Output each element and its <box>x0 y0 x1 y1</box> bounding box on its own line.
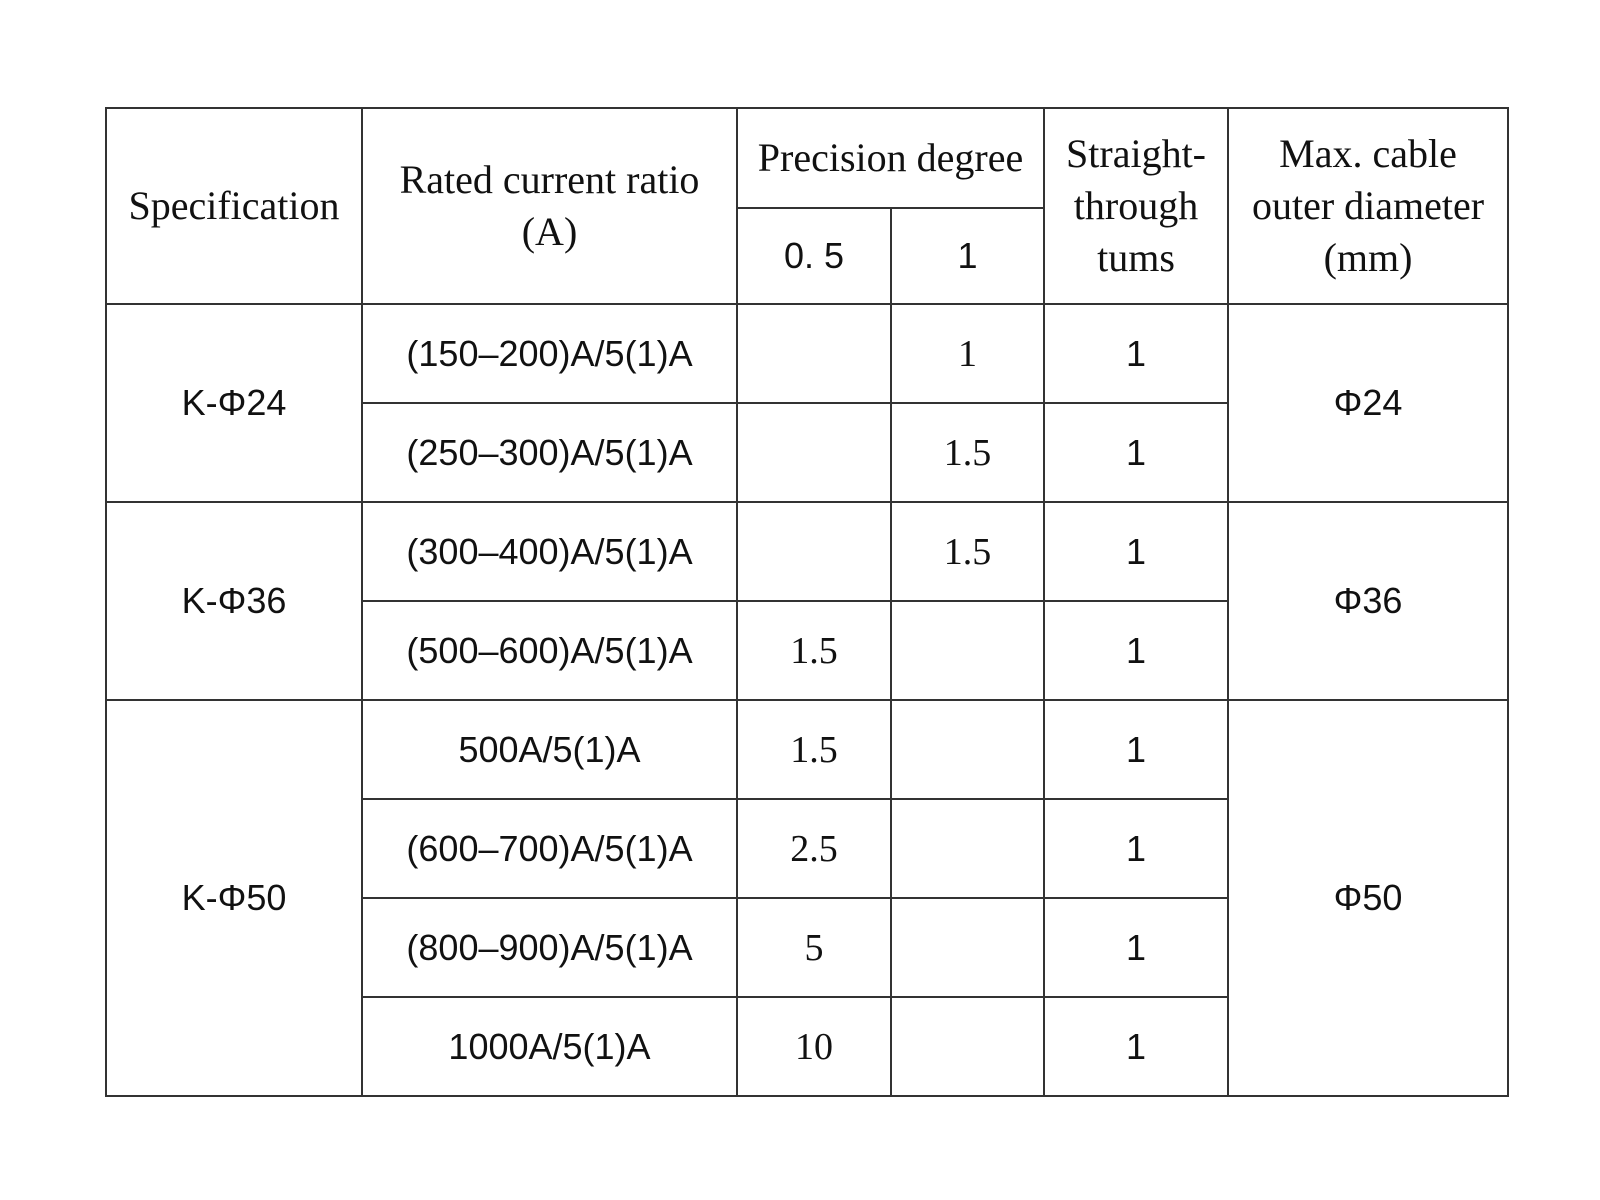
table-row: (800–900)A/5(1)A 5 1 <box>106 897 1508 998</box>
precision-cell <box>889 897 1046 998</box>
precision-cell <box>736 501 892 602</box>
header-cell: 1 <box>889 207 1046 305</box>
header-cell: Specification <box>105 107 363 305</box>
header-cell: Straight-through tums <box>1043 107 1230 305</box>
specification-cell: K-Φ36 <box>105 501 363 701</box>
ratio-cell: (800–900)A/5(1)A <box>361 897 738 998</box>
precision-cell: 1.5 <box>889 501 1046 602</box>
precision-cell: 10 <box>736 996 892 1097</box>
table-body: K-Φ24 (150–200)A/5(1)A 1 1 Φ24 (250–300)A/5(1… <box>105 303 1510 1097</box>
ratio-cell: (600–700)A/5(1)A <box>361 798 738 899</box>
turns-cell: 1 <box>1043 798 1230 899</box>
turns-cell: 1 <box>1043 897 1230 998</box>
turns-cell: 1 <box>1043 402 1230 503</box>
header-text: Straight-through tums <box>1066 131 1206 280</box>
precision-cell <box>736 303 892 404</box>
table-row: 1000A/5(1)A 10 1 <box>106 996 1508 1097</box>
table-row: (500–600)A/5(1)A 1.5 1 <box>106 600 1508 701</box>
table-row: K-Φ24 (150–200)A/5(1)A 1 1 Φ24 <box>105 303 1510 503</box>
ratio-cell: (500–600)A/5(1)A <box>361 600 738 701</box>
spec-table: Specification Rated current ratio (A) Pr… <box>105 107 1510 1097</box>
turns-cell: 1 <box>1043 600 1230 701</box>
header-cell: 0. 5 <box>736 207 892 305</box>
ratio-cell: 1000A/5(1)A <box>361 996 738 1097</box>
table-header: Specification Rated current ratio (A) Pr… <box>105 107 1510 305</box>
ratio-cell: (300–400)A/5(1)A <box>361 501 738 602</box>
turns-cell: 1 <box>1043 303 1230 404</box>
header-cell: Rated current ratio (A) <box>361 107 738 305</box>
table-row: (250–300)A/5(1)A 1.5 1 <box>106 402 1508 503</box>
specification-cell: K-Φ24 <box>105 303 363 503</box>
header-cell: Max. cable outer diameter (mm) <box>1227 107 1510 305</box>
precision-cell: 1 <box>889 303 1046 404</box>
header-text: Rated current ratio (A) <box>399 157 700 254</box>
specification-cell: K-Φ50 <box>105 699 363 1097</box>
header-row: 0. 5 1 <box>106 207 1508 305</box>
table-row: K-Φ36 (300–400)A/5(1)A 1.5 1 Φ36 <box>105 501 1510 701</box>
turns-cell: 1 <box>1043 501 1230 602</box>
precision-cell <box>889 699 1046 800</box>
precision-cell <box>736 402 892 503</box>
ratio-cell: (250–300)A/5(1)A <box>361 402 738 503</box>
table-row: (600–700)A/5(1)A 2.5 1 <box>106 798 1508 899</box>
ratio-cell: (150–200)A/5(1)A <box>361 303 738 404</box>
diameter-cell: Φ50 <box>1227 699 1510 1097</box>
precision-cell: 1.5 <box>736 699 892 800</box>
precision-cell: 2.5 <box>736 798 892 899</box>
turns-cell: 1 <box>1043 996 1230 1097</box>
diameter-cell: Φ36 <box>1227 501 1510 701</box>
precision-cell <box>889 600 1046 701</box>
diameter-cell: Φ24 <box>1227 303 1510 503</box>
turns-cell: 1 <box>1043 699 1230 800</box>
precision-cell: 1.5 <box>889 402 1046 503</box>
precision-cell: 5 <box>736 897 892 998</box>
precision-cell <box>889 798 1046 899</box>
precision-cell <box>889 996 1046 1097</box>
ratio-cell: 500A/5(1)A <box>361 699 738 800</box>
table-row: K-Φ50 500A/5(1)A 1.5 1 Φ50 <box>105 699 1510 1097</box>
header-text: Max. cable outer diameter (mm) <box>1251 131 1485 280</box>
precision-cell: 1.5 <box>736 600 892 701</box>
header-row: Specification Rated current ratio (A) Pr… <box>105 107 1510 305</box>
header-cell: Precision degree <box>735 107 1046 209</box>
